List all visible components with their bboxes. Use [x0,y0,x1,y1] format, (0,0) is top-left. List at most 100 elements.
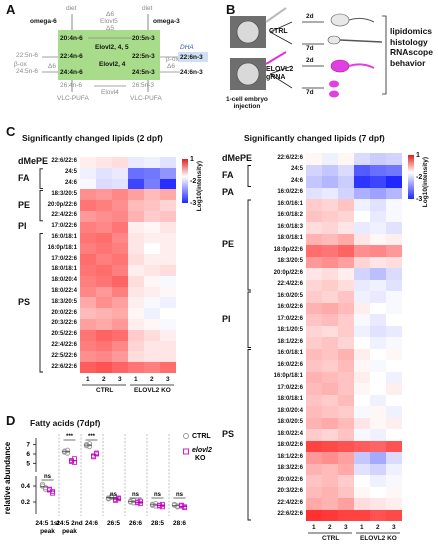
y-tick-label: 0.2 [21,499,30,506]
heatmap-cell [354,417,370,429]
ctrl-point [105,496,112,502]
heatmap-cell [96,362,112,373]
ko-point [138,501,143,507]
heatmap-column-number: 3 [118,376,122,383]
workflow-illustration [230,7,387,98]
beta-ox-right: β-ox [166,56,179,63]
heatmap-cell [306,429,322,441]
heatmap-cell [338,268,354,280]
heatmap-cell [338,164,354,176]
heatmap-cell [370,360,386,372]
heatmap-row-label: 18:0/22:4 [51,288,77,294]
heatmap-cell [144,210,160,222]
heatmap-cell [160,286,176,298]
heatmap-cell [306,245,322,257]
heatmap-row-label: 22:6/22:6 [51,158,77,165]
heatmap-row-label: 16:0/20:5 [277,292,303,299]
heatmap-cell [338,486,354,498]
heatmap-cell [322,371,338,383]
heatmap-cell [160,157,176,168]
heatmap-cell [338,509,354,521]
heatmap-cell [306,406,322,418]
heatmap-cell [370,210,386,222]
heatmap-cell [354,291,370,303]
time-2d-top: 2d [306,13,314,20]
heatmap-row-label: 16:0/18:1 [51,234,77,240]
heatmap-cell [386,406,402,418]
heatmap-cell [306,337,322,349]
heatmap-cell [306,176,322,188]
heatmap-cell [306,371,322,383]
heatmap-cell [322,291,338,303]
heatmap-row-label: 16:0/18:1 [277,350,303,357]
heatmap-column-number: 2 [328,524,332,531]
x-category-label: 28:5 [151,520,164,527]
d6-top: Δ6 [106,11,114,18]
elovl24-label: Elovl2, 4 [99,61,126,68]
heatmap-cell [112,200,128,211]
heatmap-cell [370,302,386,314]
lipid-class-label: FA [222,170,234,180]
lipid-class-label: PA [222,187,234,198]
heatmap-column-number: 3 [392,524,396,531]
heatmap-cell [144,200,160,211]
y-tick-label: 6 [26,451,30,458]
heatmap-cell [322,429,338,441]
heatmap-cell [386,440,402,452]
dha-box [178,52,208,62]
heatmap-row-label: 20:5/22:6 [51,331,77,338]
heatmap-cell [80,221,96,233]
x-category-label: 24:5 1st [35,520,60,527]
heatmap-cell [306,383,322,395]
heatmap-cell [80,297,96,309]
ctrl-label: CTRL [269,28,288,35]
class-braces [39,159,188,386]
heatmap-cell [96,329,112,341]
heatmap-cell [80,157,96,168]
heatmap-cell [112,297,128,309]
n6-box-3: 24:4n-6 [60,69,83,76]
heatmap-cell [354,371,370,383]
group-ko-label: ELOVL2 KO [360,535,397,542]
heatmap-cell [128,362,144,373]
heatmap-cell [386,268,402,280]
heatmap-cell [338,337,354,349]
heatmap-cell [386,279,402,291]
heatmap-cell [144,329,160,341]
heatmap-cell [322,417,338,429]
y-axis-label: relative abundance [3,441,12,514]
heatmap-cell [370,383,386,395]
legend-ko-label: elovl2 [192,447,212,454]
heatmap-row-label: 20:3/22:6 [277,488,303,495]
heatmap-cell [386,233,402,245]
heatmap-cell [306,164,322,176]
heatmap-cell [306,486,322,498]
heatmap-row-label: 16:0/22:6 [277,189,303,196]
heatmap-cell [354,475,370,487]
heatmap-cell [338,199,354,211]
heatmap-cell [386,222,402,234]
heatmap-cell [144,362,160,373]
heatmap-row-label: 18:1/20:5 [277,327,303,334]
heatmap-row-label: 18:3/22:6 [277,465,303,472]
elovl4-label: Elovl4 [101,89,119,96]
heatmap-cell [96,351,112,363]
group-ko-label: ELOVL2 KO [134,387,171,394]
heatmap-cell [370,463,386,475]
heatmap-cell [112,275,128,287]
heatmap-cell [144,318,160,330]
panel-d-label: D [6,413,16,428]
legend-colorbar [182,159,188,203]
heatmap-cell [96,243,112,255]
heatmap-cell [112,232,128,244]
heatmap-row-label: 24:6 [64,180,77,186]
diet-left: diet [66,5,77,12]
x-category-label: 28:6 [173,520,186,527]
heatmap-cell [370,486,386,498]
pathway-arrows [42,14,208,92]
heatmap-cell [322,325,338,337]
heatmap-cell [306,199,322,211]
heatmap-cell [354,325,370,337]
heatmap-row-label: 18:0/18:1 [51,266,77,273]
heatmap-cell [338,463,354,475]
